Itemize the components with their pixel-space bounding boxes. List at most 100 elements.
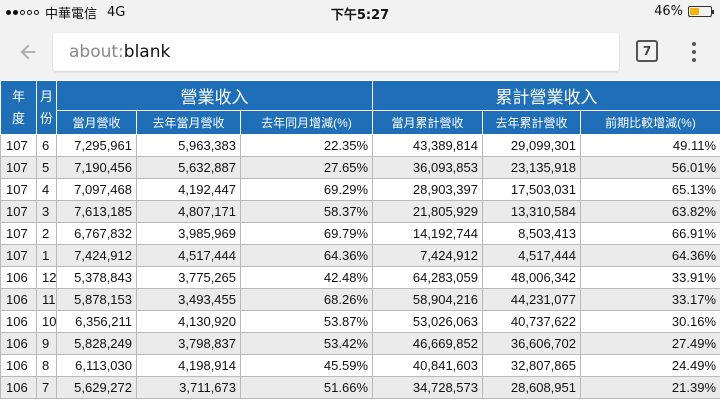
cell-last-year-cumulative: 36,606,702 [482, 332, 581, 355]
cell-cumulative: 64,283,059 [372, 266, 483, 289]
cell-month: 3 [36, 200, 57, 223]
cell-cumulative: 14,192,744 [372, 222, 483, 245]
cell-month: 10 [36, 310, 57, 333]
cell-last-year-monthly: 5,632,887 [136, 156, 241, 179]
cell-monthly-revenue: 6,356,211 [56, 310, 137, 333]
cell-last-year-monthly: 3,798,837 [136, 332, 241, 355]
cell-last-year-cumulative: 40,737,622 [482, 310, 581, 333]
cell-period-change: 56.01% [579, 156, 720, 179]
cell-year: 107 [0, 156, 37, 179]
status-left: 中華電信 4G [6, 4, 125, 22]
more-vert-icon[interactable] [684, 38, 704, 66]
table-row: 107 4 7,097,468 4,192,447 69.29% 28,903,397 17… [0, 178, 720, 201]
cell-period-change: 27.49% [579, 332, 720, 355]
revenue-group-header: 營業收入 [56, 80, 373, 111]
cell-last-year-cumulative: 8,503,413 [482, 222, 581, 245]
period-change-header: 前期比較增減(%) [579, 110, 720, 135]
cell-last-year-cumulative: 44,231,077 [482, 288, 581, 311]
cell-last-year-monthly: 3,711,673 [136, 376, 241, 399]
cell-yoy-change: 22.35% [240, 134, 373, 157]
cell-yoy-change: 53.87% [240, 310, 373, 333]
cell-last-year-cumulative: 23,135,918 [482, 156, 581, 179]
signal-strength-icon [6, 9, 39, 15]
cell-monthly-revenue: 7,613,185 [56, 200, 137, 223]
year-header: 年度 [0, 80, 37, 135]
monthly-revenue-header: 當月營收 [56, 110, 137, 135]
arrow-left-icon [20, 44, 36, 60]
cell-period-change: 24.49% [579, 354, 720, 377]
cell-yoy-change: 42.48% [240, 266, 373, 289]
browser-toolbar: about: blank 7 [0, 24, 720, 80]
revenue-table: 年度 月份 營業收入 累計營業收入 當月營收 去年當月營收 去年同月增減(%) … [0, 80, 720, 399]
cell-last-year-monthly: 5,963,383 [136, 134, 241, 157]
cell-month: 7 [36, 376, 57, 399]
cell-yoy-change: 69.29% [240, 178, 373, 201]
cell-period-change: 21.39% [579, 376, 720, 399]
cell-period-change: 33.17% [579, 288, 720, 311]
url-scheme: about: [69, 42, 124, 62]
cell-year: 107 [0, 222, 37, 245]
cell-last-year-cumulative: 48,006,342 [482, 266, 581, 289]
cell-yoy-change: 64.36% [240, 244, 373, 267]
cell-period-change: 49.11% [579, 134, 720, 157]
cell-month: 8 [36, 354, 57, 377]
cell-month: 1 [36, 244, 57, 267]
cell-monthly-revenue: 6,113,030 [56, 354, 137, 377]
cell-yoy-change: 68.26% [240, 288, 373, 311]
cell-cumulative: 34,728,573 [372, 376, 483, 399]
cell-last-year-monthly: 4,807,171 [136, 200, 241, 223]
table-row: 106 10 6,356,211 4,130,920 53.87% 53,026,063 4… [0, 310, 720, 333]
cell-year: 106 [0, 332, 37, 355]
table-row: 106 11 5,878,153 3,493,455 68.26% 58,904,216 4… [0, 288, 720, 311]
cell-last-year-monthly: 3,775,265 [136, 266, 241, 289]
table-row: 107 6 7,295,961 5,963,383 22.35% 43,389,814 29… [0, 134, 720, 157]
month-header: 月份 [36, 80, 57, 135]
cell-cumulative: 36,093,853 [372, 156, 483, 179]
cell-month: 5 [36, 156, 57, 179]
cell-last-year-monthly: 3,985,969 [136, 222, 241, 245]
cell-cumulative: 28,903,397 [372, 178, 483, 201]
cell-monthly-revenue: 5,878,153 [56, 288, 137, 311]
cell-month: 12 [36, 266, 57, 289]
cell-cumulative: 40,841,603 [372, 354, 483, 377]
yoy-change-header: 去年同月增減(%) [240, 110, 373, 135]
cell-period-change: 63.82% [579, 200, 720, 223]
cell-month: 6 [36, 134, 57, 157]
table-row: 106 12 5,378,843 3,775,265 42.48% 64,283,059 4… [0, 266, 720, 289]
cell-cumulative: 21,805,929 [372, 200, 483, 223]
cell-last-year-cumulative: 4,517,444 [482, 244, 581, 267]
back-button[interactable] [12, 36, 44, 68]
cell-cumulative: 43,389,814 [372, 134, 483, 157]
cell-last-year-monthly: 4,198,914 [136, 354, 241, 377]
url-path: blank [123, 42, 171, 62]
status-bar: 中華電信 4G 下午5:27 46% [0, 0, 720, 24]
cell-period-change: 66.91% [579, 222, 720, 245]
cumulative-group-header: 累計營業收入 [371, 80, 720, 111]
cell-year: 106 [0, 288, 37, 311]
cell-monthly-revenue: 5,629,272 [56, 376, 137, 399]
cell-period-change: 30.16% [579, 310, 720, 333]
table-row: 106 9 5,828,249 3,798,837 53.42% 46,669,852 36… [0, 332, 720, 355]
cumulative-revenue-header: 當月累計營收 [372, 110, 483, 135]
table-row: 106 7 5,629,272 3,711,673 51.66% 34,728,573 28… [0, 376, 720, 399]
cell-monthly-revenue: 5,828,249 [56, 332, 137, 355]
cell-cumulative: 58,904,216 [372, 288, 483, 311]
cell-last-year-monthly: 4,517,444 [136, 244, 241, 267]
cell-yoy-change: 53.42% [240, 332, 373, 355]
status-right: 46% [654, 4, 714, 19]
battery-icon [688, 6, 714, 17]
cell-yoy-change: 27.65% [240, 156, 373, 179]
cell-monthly-revenue: 6,767,832 [56, 222, 137, 245]
cell-month: 4 [36, 178, 57, 201]
cell-monthly-revenue: 7,295,961 [56, 134, 137, 157]
cell-yoy-change: 58.37% [240, 200, 373, 223]
tab-switcher-button[interactable]: 7 [636, 40, 658, 62]
cell-monthly-revenue: 7,097,468 [56, 178, 137, 201]
address-bar[interactable]: about: blank [53, 33, 619, 71]
cell-monthly-revenue: 7,190,456 [56, 156, 137, 179]
table-row: 107 2 6,767,832 3,985,969 69.79% 14,192,744 8,… [0, 222, 720, 245]
table-row: 107 5 7,190,456 5,632,887 27.65% 36,093,853 23… [0, 156, 720, 179]
cell-month: 11 [36, 288, 57, 311]
cell-last-year-cumulative: 28,608,951 [482, 376, 581, 399]
cell-period-change: 33.91% [579, 266, 720, 289]
